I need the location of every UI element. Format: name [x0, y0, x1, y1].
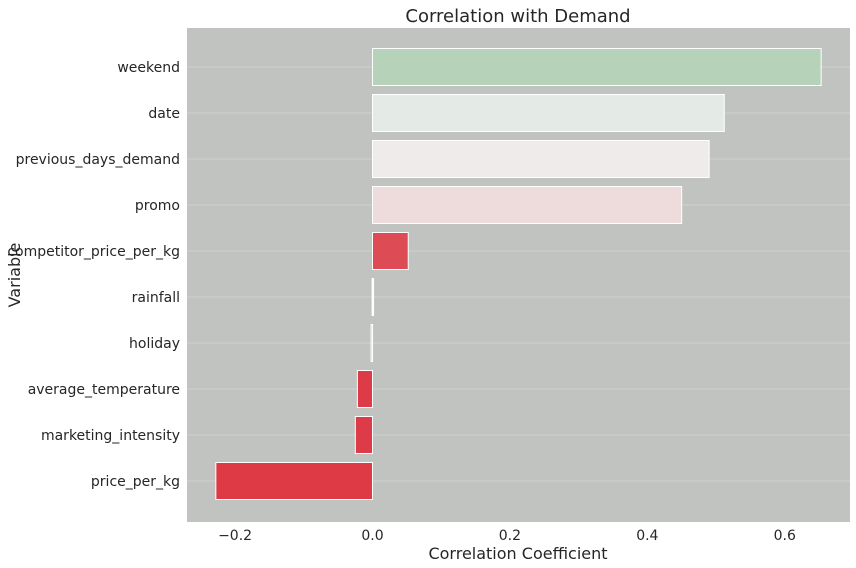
y-axis-title: Variable — [5, 243, 24, 308]
bar-price_per_kg — [215, 462, 374, 500]
y-tick-label: marketing_intensity — [41, 428, 180, 444]
y-tick-label: weekend — [117, 60, 180, 76]
x-tick-label: 0.4 — [636, 528, 658, 544]
x-tick-label: 0.0 — [361, 528, 383, 544]
bar-holiday — [370, 324, 374, 362]
y-tick-label: competitor_price_per_kg — [7, 244, 180, 260]
bar-marketing_intensity — [354, 416, 374, 454]
x-axis-title: Correlation Coefficient — [428, 544, 607, 563]
y-tick-label: rainfall — [132, 290, 180, 306]
bar-date — [372, 94, 725, 132]
x-tick-label: −0.2 — [218, 528, 252, 544]
x-tick-label: 0.6 — [774, 528, 796, 544]
bar-competitor_price_per_kg — [372, 232, 409, 270]
y-tick-label: promo — [135, 198, 180, 214]
y-tick-label: price_per_kg — [91, 474, 180, 490]
y-tick-label: average_temperature — [28, 382, 180, 398]
bar-weekend — [372, 48, 822, 86]
x-tick-labels: −0.2 0.0 0.2 0.4 0.6 — [218, 528, 796, 544]
bar-rainfall — [371, 278, 375, 316]
y-tick-label: date — [148, 106, 180, 122]
x-tick-label: 0.2 — [499, 528, 521, 544]
y-tick-label: holiday — [129, 336, 180, 352]
bar-average_temperature — [356, 370, 374, 408]
y-tick-label: previous_days_demand — [16, 152, 180, 168]
bar-promo — [372, 186, 683, 224]
bar-previous_days_demand — [372, 140, 710, 178]
chart-title: Correlation with Demand — [405, 6, 630, 27]
bars — [215, 48, 822, 500]
